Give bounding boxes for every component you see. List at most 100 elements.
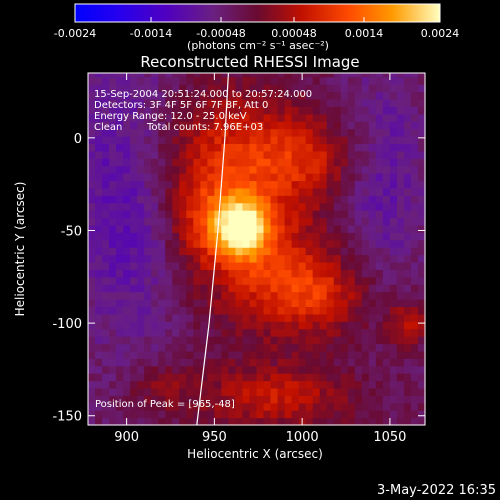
heatmap-cell (375, 284, 384, 293)
heatmap-cell (389, 150, 398, 159)
heatmap-cell (228, 395, 237, 404)
heatmap-cell (256, 239, 265, 248)
heatmap-cell (235, 254, 244, 263)
heatmap-cell (186, 380, 194, 389)
heatmap-cell (291, 143, 300, 152)
heatmap-cell (249, 247, 258, 256)
x-tick-label: 950 (202, 430, 227, 445)
annotation-block: 15-Sep-2004 20:51:24.000 to 20:57:24.000… (94, 89, 312, 410)
heatmap-cell (270, 106, 279, 115)
heatmap-cell (151, 210, 159, 219)
heatmap-cell (193, 76, 201, 85)
heatmap-cell (95, 387, 103, 396)
heatmap-cell (172, 202, 180, 211)
heatmap-cell (137, 261, 145, 270)
heatmap-cell (207, 284, 215, 293)
heatmap-cell (228, 173, 237, 182)
heatmap-cell (88, 195, 96, 204)
heatmap-cell (151, 336, 159, 345)
heatmap-cell (291, 284, 300, 293)
heatmap-cell (256, 313, 265, 322)
heatmap-cell (326, 402, 335, 411)
heatmap-cell (88, 202, 96, 211)
heatmap-cell (172, 195, 180, 204)
heatmap-cell (333, 143, 342, 152)
heatmap-cell (319, 210, 328, 219)
heatmap-cell (249, 91, 258, 100)
heatmap-cell (284, 224, 293, 233)
heatmap-cell (235, 313, 244, 322)
heatmap-cell (109, 276, 117, 285)
heatmap-cell (109, 358, 117, 367)
heatmap-cell (368, 217, 377, 226)
heatmap-cell (319, 135, 328, 144)
heatmap-cell (228, 306, 237, 315)
heatmap-cell (221, 254, 230, 263)
heatmap-cell (361, 217, 370, 226)
heatmap-cell (130, 121, 138, 130)
heatmap-cell (298, 402, 307, 411)
heatmap-cell (179, 387, 187, 396)
heatmap-cell (410, 358, 419, 367)
heatmap-cell (375, 336, 384, 345)
heatmap-cell (277, 321, 286, 330)
heatmap-cell (102, 180, 110, 189)
heatmap-cell (382, 306, 391, 315)
heatmap-cell (389, 91, 398, 100)
heatmap-cell (256, 73, 265, 78)
heatmap-cell (116, 106, 124, 115)
heatmap-cell (102, 158, 110, 167)
heatmap-cell (396, 321, 405, 330)
heatmap-cell (305, 195, 314, 204)
heatmap-cell (116, 350, 124, 359)
heatmap-cell (158, 261, 166, 270)
heatmap-cell (109, 261, 117, 270)
heatmap-cell (312, 217, 321, 226)
heatmap-cell (368, 98, 377, 107)
heatmap-cell (298, 128, 307, 137)
heatmap-cell (172, 269, 180, 278)
heatmap-cell (312, 180, 321, 189)
heatmap-cell (172, 128, 180, 137)
heatmap-cell (221, 195, 230, 204)
heatmap-cell (326, 217, 335, 226)
heatmap-cell (305, 91, 314, 100)
heatmap-cell (228, 158, 237, 167)
heatmap-cell (417, 387, 426, 396)
heatmap-cell (305, 299, 314, 308)
heatmap-cell (403, 373, 412, 382)
heatmap-cell (221, 113, 230, 122)
heatmap-cell (319, 261, 328, 270)
heatmap-cell (417, 91, 426, 100)
heatmap-cell (109, 202, 117, 211)
heatmap-cell (410, 261, 419, 270)
heatmap-cell (340, 387, 349, 396)
heatmap-cell (221, 387, 230, 396)
heatmap-cell (389, 76, 398, 85)
heatmap-cell (144, 239, 152, 248)
heatmap-cell (186, 121, 194, 130)
heatmap-cell (340, 410, 349, 419)
heatmap-cell (333, 113, 342, 122)
heatmap-cell (249, 73, 258, 78)
heatmap-cell (102, 417, 110, 426)
heatmap-cell (109, 217, 117, 226)
heatmap-cell (186, 76, 194, 85)
heatmap-cell (235, 395, 244, 404)
heatmap-cell (214, 373, 222, 382)
heatmap-cell (179, 350, 187, 359)
heatmap-cell (270, 373, 279, 382)
heatmap-cell (389, 269, 398, 278)
heatmap-cell (389, 128, 398, 137)
heatmap-cell (144, 224, 152, 233)
heatmap-cell (291, 313, 300, 322)
heatmap-cell (165, 187, 173, 196)
heatmap-cell (277, 165, 286, 174)
heatmap-cell (354, 76, 363, 85)
heatmap-cell (333, 299, 342, 308)
heatmap-cell (305, 113, 314, 122)
heatmap-cell (270, 328, 279, 337)
heatmap-cell (200, 128, 208, 137)
heatmap-cell (193, 373, 201, 382)
heatmap-cell (340, 73, 349, 78)
